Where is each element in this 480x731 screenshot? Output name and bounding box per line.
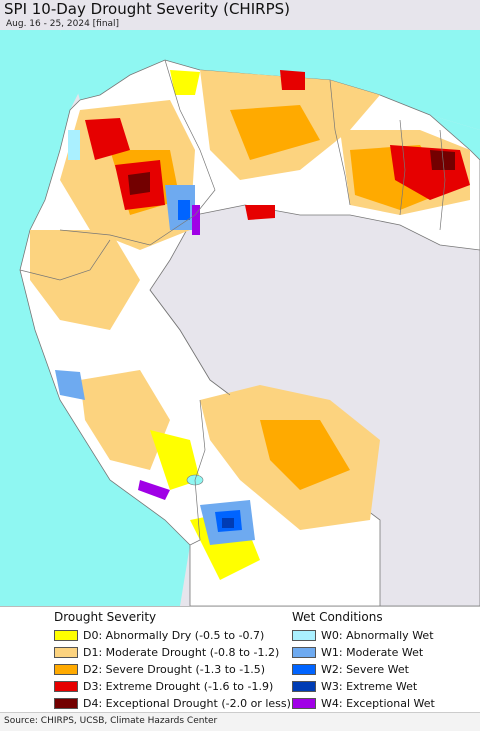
d3-patch-venezuela-south [245,205,275,220]
d1-label: D1: Moderate Drought (-0.8 to -1.2) [83,645,280,659]
d2-patch-bolivia [260,420,350,490]
d0-patch-venezuela [170,70,200,95]
drought-legend-title: Drought Severity [54,610,157,624]
w3-patch-bolivia [222,518,234,528]
w4-label: W4: Exceptional Wet [321,696,435,710]
d0-label: D0: Abnormally Dry (-0.5 to -0.7) [83,628,265,642]
d4-patch-colombia [128,172,150,195]
d2-patch-venezuela [230,105,320,160]
legend-item-d3: D3: Extreme Drought (-1.6 to -1.9) [54,679,273,693]
w2-label: W2: Severe Wet [321,662,409,676]
legend-item-d0: D0: Abnormally Dry (-0.5 to -0.7) [54,628,264,642]
map-subtitle: Aug. 16 - 25, 2024 [final] [6,19,120,29]
border-ecuador-peru [19,239,111,281]
caribbean-sea [60,30,480,130]
d3-swatch [54,680,78,692]
border-suriname-guiana [439,129,446,231]
legend-item-w4: W4: Exceptional Wet [292,696,435,710]
map-title: SPI 10-Day Drought Severity (CHIRPS) [4,0,290,18]
d3-label: D3: Extreme Drought (-1.6 to -1.9) [83,679,274,693]
d2-label: D2: Severe Drought (-1.3 to -1.5) [83,662,266,676]
border-guyana-suriname [399,119,406,216]
w2-patch-colombia [178,200,190,220]
d1-patch-peru-south [80,370,170,470]
pacific-ocean [0,30,190,606]
w4-patch-colombia [192,205,200,235]
d4-label: D4: Exceptional Drought (-2.0 or less) [83,696,291,710]
w2-swatch [292,663,316,675]
border-colombia-venezuela [164,59,216,216]
w1-patch-peru-coast [55,370,85,400]
drought-map [0,0,480,606]
legend-item-d1: D1: Moderate Drought (-0.8 to -1.2) [54,645,279,659]
w1-swatch [292,646,316,658]
w0-label: W0: Abnormally Wet [321,628,434,642]
wet-legend-title: Wet Conditions [292,610,383,624]
border-colombia-peru [59,214,196,246]
source-credit: Source: CHIRPS, UCSB, Climate Hazards Ce… [4,716,218,726]
legend-item-w3: W3: Extreme Wet [292,679,417,693]
w0-swatch [292,629,316,641]
atlantic-ocean [430,115,480,160]
d2-swatch [54,663,78,675]
footer: Source: CHIRPS, UCSB, Climate Hazards Ce… [0,712,480,731]
legend-item-w1: W1: Moderate Wet [292,645,423,659]
legend-item-w0: W0: Abnormally Wet [292,628,434,642]
w0-patch-colombia-coast [68,130,80,160]
w1-label: W1: Moderate Wet [321,645,424,659]
admin-borders [19,59,446,546]
legend-item-d4: D4: Exceptional Drought (-2.0 or less) [54,696,291,710]
d1-swatch [54,646,78,658]
wet-areas [55,130,255,545]
d4-patch-guiana [430,150,455,170]
d3-patch-venezuela-north [280,70,305,90]
d4-areas [128,150,455,195]
border-venezuela-guyana [329,79,351,206]
d3-patch-colombia-west [85,118,130,160]
d1-patch-ecuador-peru [30,230,140,330]
d4-swatch [54,697,78,709]
w4-patch-peru-south [138,480,170,500]
legend-item-d2: D2: Severe Drought (-1.3 to -1.5) [54,662,265,676]
w3-label: W3: Extreme Wet [321,679,418,693]
legend-item-w2: W2: Severe Wet [292,662,409,676]
border-peru-bolivia [189,399,206,546]
d0-patch-peru [150,430,200,490]
border-peru-brazil [149,289,231,396]
w3-swatch [292,680,316,692]
d0-swatch [54,629,78,641]
legend: Drought Severity Wet Conditions D0: Abno… [0,606,480,713]
w4-swatch [292,697,316,709]
